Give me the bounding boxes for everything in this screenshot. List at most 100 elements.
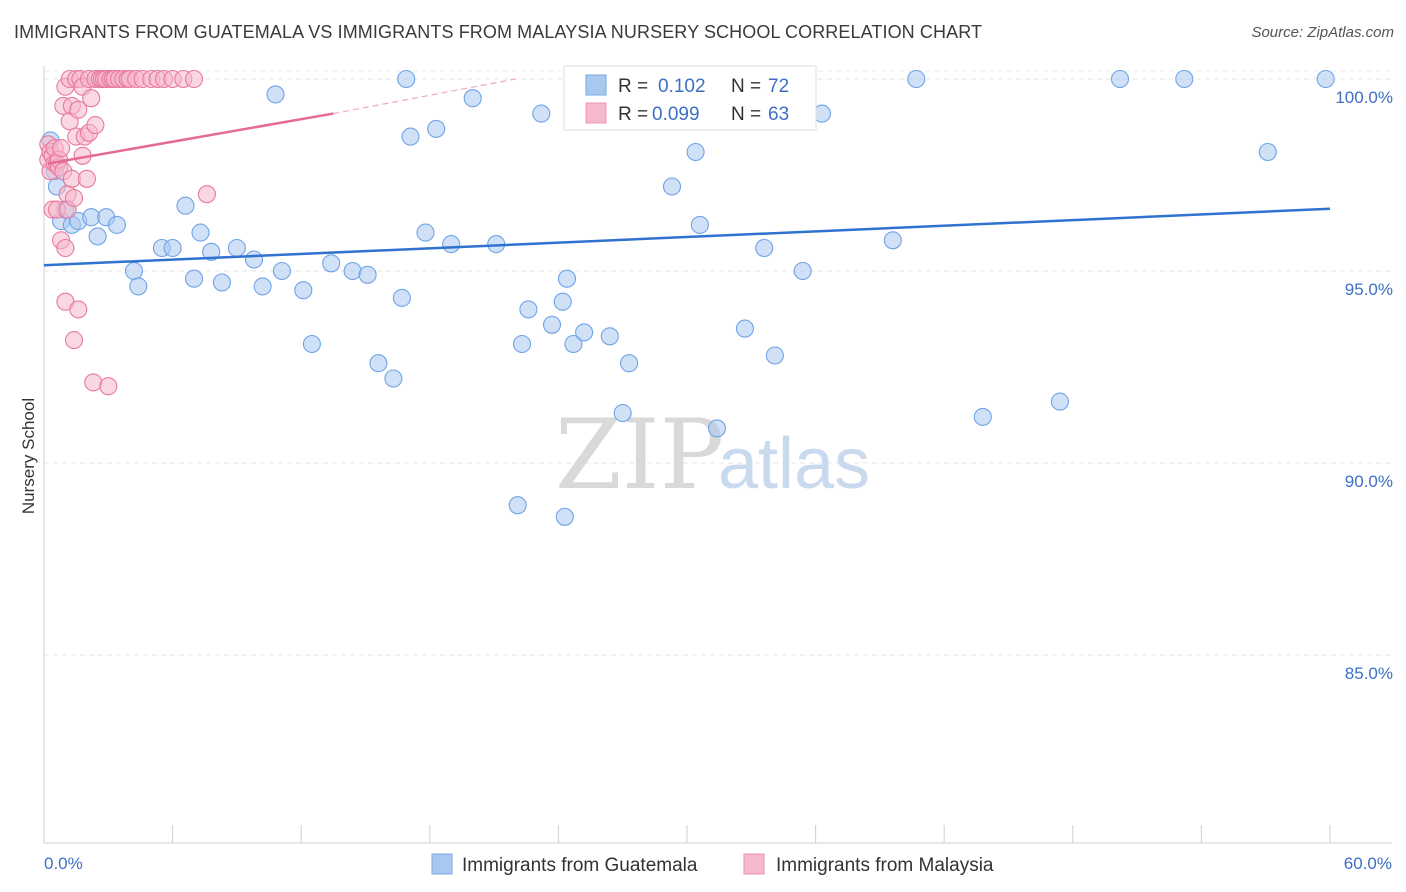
legend-n-label: N = — [731, 104, 761, 125]
data-point — [620, 354, 639, 373]
x-tick-label-max: 60.0% — [1344, 854, 1392, 873]
data-point — [244, 250, 264, 269]
data-point — [662, 177, 682, 196]
gridlines — [44, 70, 1392, 656]
data-point — [107, 215, 126, 234]
scatter-points — [39, 69, 1335, 526]
axes — [43, 66, 1392, 844]
data-point — [322, 254, 341, 273]
data-point — [86, 116, 105, 135]
data-point — [64, 331, 84, 350]
data-point — [227, 238, 246, 258]
legend-r-value-malaysia: 0.099 — [652, 104, 700, 125]
data-point — [553, 292, 572, 311]
data-point — [416, 223, 435, 242]
y-axis-title: Nursery School — [19, 398, 38, 514]
y-tick-label: 100.0% — [1335, 88, 1393, 107]
data-point — [69, 300, 88, 319]
x-tick-labels: 0.0% 60.0% — [44, 854, 1392, 873]
data-point — [253, 277, 272, 296]
data-point — [686, 142, 705, 162]
legend-n-label: N = — [731, 76, 761, 97]
data-point — [463, 89, 482, 108]
data-point — [564, 334, 583, 354]
bottom-legend-swatch-guatemala — [431, 853, 453, 875]
data-point — [542, 315, 562, 334]
data-point — [392, 288, 411, 307]
data-point — [176, 196, 195, 215]
data-point — [82, 89, 101, 108]
watermark: ZIP atlas — [555, 399, 870, 511]
trend-lines — [43, 78, 1331, 267]
legend-r-label: R = — [618, 104, 648, 125]
legend-r-label: R = — [618, 76, 648, 97]
data-point — [532, 104, 551, 123]
series-malaysia — [39, 69, 216, 396]
source-credit: Source: ZipAtlas.com — [1251, 24, 1394, 41]
data-point — [690, 215, 709, 234]
data-point — [358, 265, 377, 284]
data-point — [883, 231, 902, 250]
data-point — [124, 261, 144, 281]
data-point — [272, 261, 291, 281]
data-point — [69, 100, 88, 119]
data-point — [557, 269, 577, 288]
data-point — [1175, 69, 1194, 89]
legend-swatch-guatemala — [585, 74, 607, 96]
bottom-legend-swatch-malaysia — [743, 853, 765, 875]
data-point — [191, 223, 210, 242]
data-point — [184, 269, 204, 288]
watermark-zip: ZIP — [555, 399, 724, 511]
chart-title: IMMIGRANTS FROM GUATEMALA VS IMMIGRANTS … — [14, 22, 983, 42]
trend-extension-malaysia — [333, 78, 516, 115]
data-point — [88, 227, 107, 246]
data-point — [427, 119, 446, 138]
bottom-legend-label-malaysia: Immigrants from Malaysia — [776, 855, 994, 876]
data-point — [129, 277, 148, 296]
watermark-atlas: atlas — [718, 424, 870, 504]
data-point — [163, 238, 182, 258]
data-point — [575, 323, 594, 342]
data-point — [442, 235, 461, 254]
data-point — [600, 327, 619, 346]
legend-r-value-guatemala: 0.102 — [658, 76, 706, 97]
data-point — [973, 407, 992, 426]
data-point — [707, 419, 727, 438]
trend-line-malaysia — [48, 112, 334, 165]
data-point — [62, 169, 81, 188]
data-point — [212, 273, 231, 292]
data-point — [512, 334, 532, 354]
legend-box: R = 0.102 N = 72 R = 0.099 N = 63 — [563, 65, 817, 131]
data-point — [84, 373, 103, 392]
data-point — [302, 334, 321, 354]
data-point — [202, 242, 221, 261]
data-point — [401, 127, 420, 146]
data-point — [613, 404, 632, 423]
data-point — [56, 238, 75, 258]
bottom-legend: Immigrants from Guatemala Immigrants fro… — [431, 853, 994, 876]
legend-n-value-guatemala: 72 — [768, 76, 789, 97]
data-point — [907, 69, 926, 89]
data-point — [52, 139, 71, 158]
data-point — [1258, 142, 1277, 162]
series-guatemala — [41, 69, 1335, 526]
data-point — [735, 319, 754, 338]
legend-swatch-malaysia — [585, 102, 607, 124]
y-tick-label: 85.0% — [1345, 664, 1393, 683]
data-point — [197, 185, 216, 204]
trend-line-guatemala — [43, 207, 1331, 267]
data-point — [1316, 69, 1335, 89]
data-point — [64, 188, 84, 208]
legend-n-value-malaysia: 63 — [768, 104, 789, 125]
data-point — [266, 85, 285, 104]
data-point — [343, 261, 362, 281]
data-point — [519, 300, 538, 319]
x-tick-label-min: 0.0% — [44, 854, 83, 873]
data-point — [793, 261, 812, 281]
data-point — [99, 377, 118, 396]
y-tick-labels: 100.0% 95.0% 90.0% 85.0% — [1335, 88, 1393, 683]
data-point — [77, 169, 96, 188]
data-point — [384, 369, 403, 388]
data-point — [765, 346, 784, 365]
